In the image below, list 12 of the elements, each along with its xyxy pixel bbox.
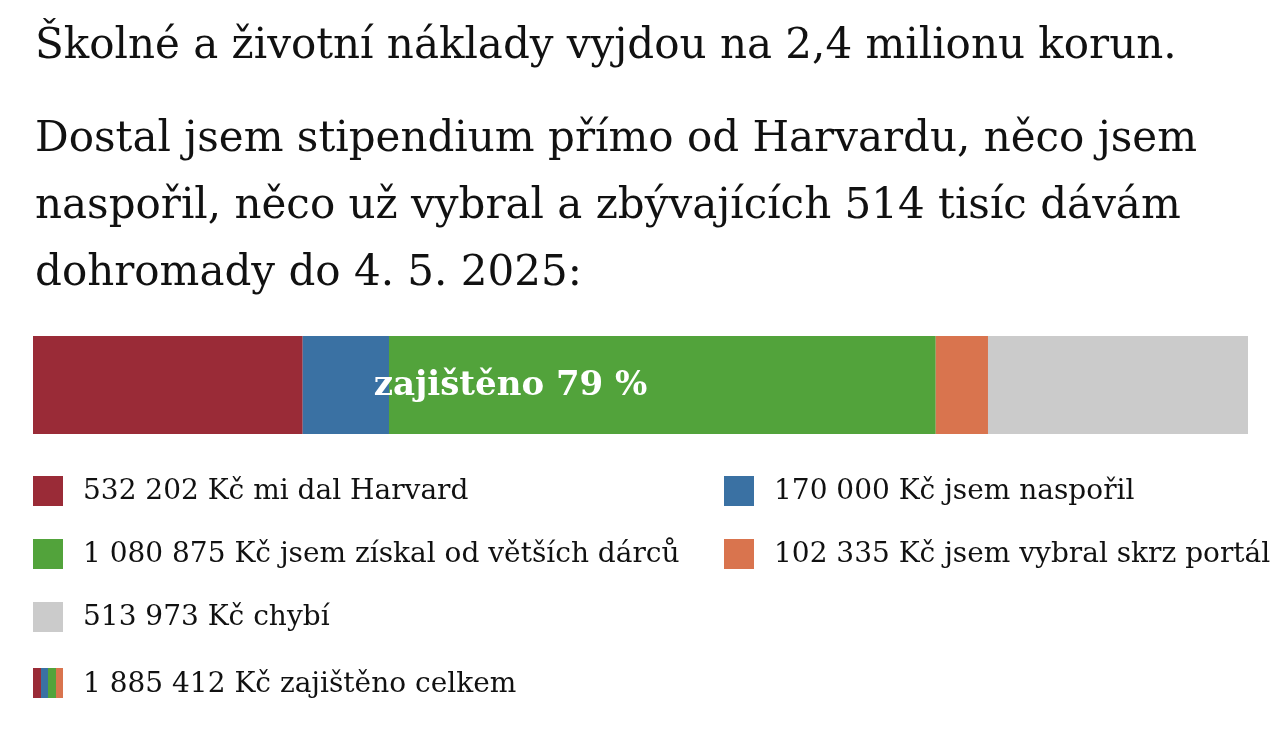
text: 1 885 412 Kč zajištěno celkem — [83, 666, 517, 699]
bar — [33, 336, 303, 434]
annotation: zajištěno 79 % — [373, 363, 648, 403]
chart-subtitle: Dostal jsem stipendium přímo od Harvardu, něco jsem naspořil, něco už vybral a zbývajících 514 tisíc dávám dohromady do 4. 5. 2025: — [35, 111, 1198, 297]
bar — [935, 336, 988, 434]
legend-label: 1 080 875 Kč jsem získal od větších dárců — [83, 536, 680, 569]
legend-label: 513 973 Kč chybí — [83, 599, 331, 632]
bar — [987, 336, 1248, 434]
legend-label: 170 000 Kč jsem naspořil — [774, 473, 1135, 506]
legend-label: 532 202 Kč mi dal Harvard — [83, 473, 469, 506]
chart-title: Školné a životní náklady vyjdou na 2,4 milionu korun. — [35, 17, 1178, 70]
legend-label: 102 335 Kč jsem vybral skrz portál — [774, 536, 1271, 569]
